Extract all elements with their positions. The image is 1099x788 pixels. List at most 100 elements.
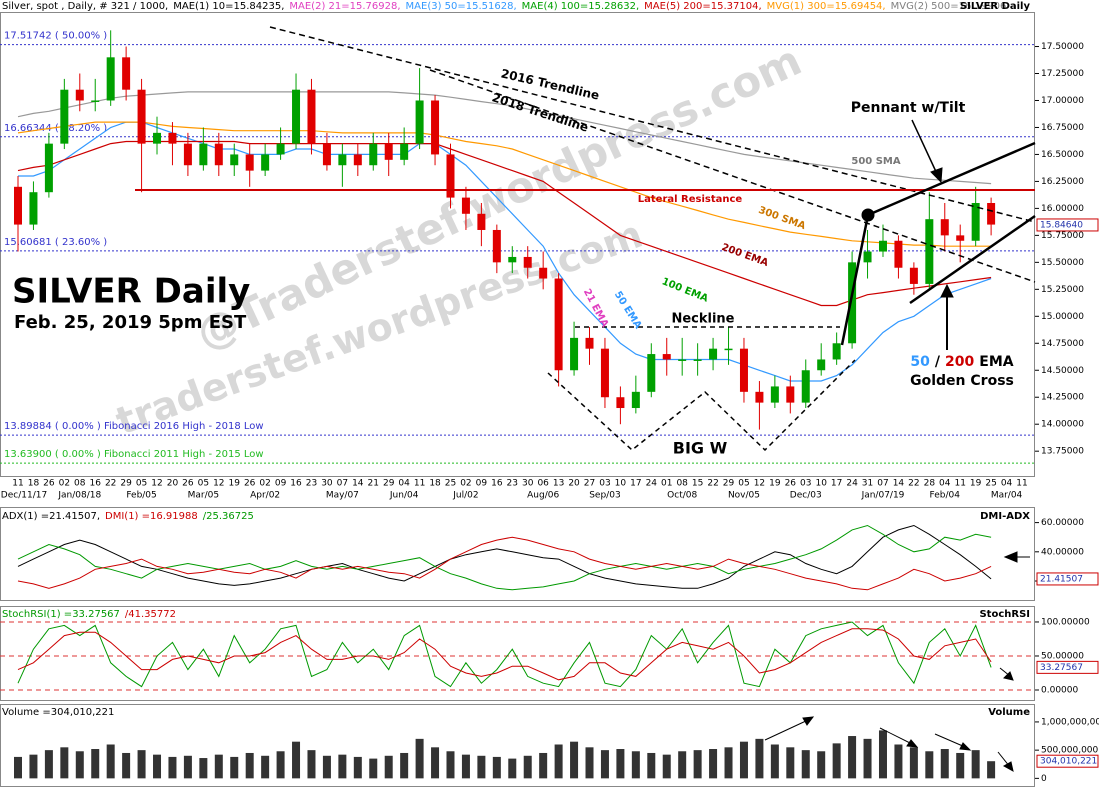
x-month-label: Aug/06: [527, 491, 559, 501]
volume-bar: [122, 752, 131, 779]
ma-line: [18, 121, 992, 382]
x-tick-label: 30: [522, 479, 534, 489]
candle-body: [585, 337, 594, 349]
candle-body: [631, 391, 640, 409]
x-tick-label: 17: [630, 479, 641, 489]
x-tick-label: 09: [476, 479, 488, 489]
x-tick-label: 17: [831, 479, 842, 489]
x-tick-label: 18: [429, 479, 441, 489]
volume-bar: [832, 743, 841, 779]
candle-body: [276, 143, 285, 155]
x-tick-label: 05: [198, 479, 209, 489]
x-tick-label: 24: [646, 479, 658, 489]
arrow-head: [940, 283, 954, 298]
ma-line: [17, 121, 992, 247]
trendline-2016: [269, 26, 1036, 223]
volume-bar: [971, 750, 980, 779]
volume-bar: [91, 749, 100, 779]
pennant-lower: [909, 214, 1036, 305]
candle-body: [925, 219, 934, 284]
candle-body: [75, 89, 84, 101]
volume-bar: [384, 755, 393, 779]
candle-body: [183, 143, 192, 166]
x-tick-label: 02: [59, 479, 70, 489]
y-tick-label: 15.00000: [1041, 312, 1084, 322]
label-part: MAE(4) 100=15.28632,: [522, 1, 640, 12]
adx-frame: [0, 507, 1035, 601]
x-tick-label: 16: [290, 479, 302, 489]
candle-body: [878, 240, 887, 252]
x-tick-label: 04: [398, 479, 410, 489]
volume-bar: [878, 730, 887, 779]
annotation: Pennant w/Tilt: [851, 100, 966, 116]
series-label: 500 SMA: [851, 156, 901, 167]
y-tick-label: 15.25000: [1041, 285, 1084, 295]
x-tick-label: 08: [676, 479, 688, 489]
x-tick-label: 23: [507, 479, 518, 489]
x-tick-label: 25: [985, 479, 996, 489]
x-tick-label: 16: [491, 479, 503, 489]
y-tick-label: 1,000,000,000: [1041, 717, 1099, 727]
x-tick-label: 30: [321, 479, 333, 489]
x-tick-label: 20: [167, 479, 179, 489]
volume-bar: [431, 747, 440, 779]
volume-bar: [153, 754, 162, 779]
volume-arrow: [802, 716, 815, 726]
x-tick-label: 16: [90, 479, 102, 489]
candle-body: [940, 219, 949, 236]
x-tick-label: 13: [553, 479, 564, 489]
volume-bar: [909, 747, 918, 779]
volume-bar: [168, 756, 177, 779]
big-w: [547, 359, 856, 452]
volume-bar: [307, 750, 316, 779]
volume-bar: [940, 749, 949, 779]
volume-arrow: [959, 742, 972, 751]
arrow: [911, 119, 939, 177]
x-tick-label: 22: [707, 479, 718, 489]
x-tick-label: 28: [924, 479, 936, 489]
annotation: /: [935, 354, 941, 370]
y-tick-label: 14.25000: [1041, 393, 1084, 403]
volume-bar: [693, 750, 702, 779]
candle-body: [956, 235, 965, 241]
fib-label: 15.60681 ( 23.60% ): [4, 237, 107, 248]
candle-body: [431, 100, 440, 155]
candle-body: [60, 89, 69, 144]
y-tick-label: 13.75000: [1041, 447, 1084, 457]
y-tick-label: 17.50000: [1041, 42, 1084, 52]
panel-label: ADX(1) =21.41507, DMI(1) =16.91988/25.367…: [2, 511, 254, 522]
volume-bar: [817, 751, 826, 779]
x-tick-label: 19: [229, 479, 241, 489]
x-tick-label: 04: [939, 479, 951, 489]
indicator-line: [17, 536, 992, 591]
candle-body: [292, 89, 301, 144]
candle-body: [261, 154, 270, 171]
fib-label: 16.66344 ( 38.20% ): [4, 123, 107, 134]
candle-body: [29, 192, 38, 225]
volume-bar: [770, 744, 779, 779]
x-tick-label: 11: [414, 479, 425, 489]
candle-body: [322, 143, 331, 166]
candle-body: [477, 213, 486, 230]
x-tick-label: 11: [954, 479, 965, 489]
candle-body: [508, 256, 517, 263]
candle-body: [894, 240, 903, 268]
x-tick-label: 26: [785, 479, 797, 489]
pennant-upper: [867, 141, 1036, 217]
volume-bar: [400, 752, 409, 779]
panel-label: Volume =304,010,221: [2, 707, 114, 718]
last-value-box: [1036, 660, 1099, 674]
x-tick-label: 05: [738, 479, 749, 489]
label-part: /41.35772: [125, 609, 176, 620]
x-month-label: Sep/03: [589, 491, 620, 501]
x-tick-label: 03: [599, 479, 610, 489]
x-tick-label: 03: [800, 479, 811, 489]
ma-line: [17, 140, 992, 307]
x-tick-label: 12: [754, 479, 765, 489]
x-tick-label: 29: [383, 479, 395, 489]
x-month-label: Mar/05: [188, 491, 219, 501]
x-tick-label: 12: [151, 479, 162, 489]
annotation: Lateral Resistance: [638, 194, 743, 205]
candle-body: [755, 391, 764, 403]
x-tick-label: 07: [877, 479, 888, 489]
